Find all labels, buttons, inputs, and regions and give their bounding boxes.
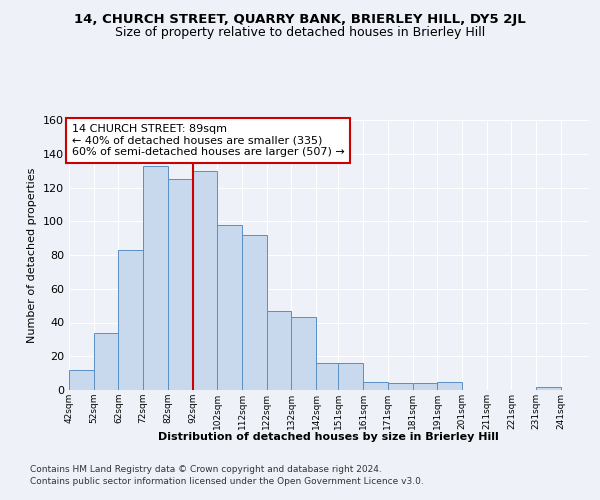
Text: Distribution of detached houses by size in Brierley Hill: Distribution of detached houses by size … — [158, 432, 499, 442]
Bar — [94, 332, 118, 390]
Bar — [267, 310, 292, 390]
Bar — [363, 382, 388, 390]
Text: 14 CHURCH STREET: 89sqm
← 40% of detached houses are smaller (335)
60% of semi-d: 14 CHURCH STREET: 89sqm ← 40% of detache… — [71, 124, 344, 157]
Text: Contains HM Land Registry data © Crown copyright and database right 2024.: Contains HM Land Registry data © Crown c… — [30, 465, 382, 474]
Bar — [242, 235, 267, 390]
Text: Contains public sector information licensed under the Open Government Licence v3: Contains public sector information licen… — [30, 478, 424, 486]
Bar — [193, 170, 217, 390]
Bar — [69, 370, 94, 390]
Bar — [413, 383, 437, 390]
Y-axis label: Number of detached properties: Number of detached properties — [28, 168, 37, 342]
Bar — [536, 386, 561, 390]
Bar — [292, 318, 316, 390]
Bar — [316, 363, 341, 390]
Bar — [168, 179, 193, 390]
Bar — [217, 224, 242, 390]
Bar — [118, 250, 143, 390]
Text: 14, CHURCH STREET, QUARRY BANK, BRIERLEY HILL, DY5 2JL: 14, CHURCH STREET, QUARRY BANK, BRIERLEY… — [74, 12, 526, 26]
Bar — [143, 166, 168, 390]
Bar — [437, 382, 462, 390]
Bar — [338, 363, 363, 390]
Bar — [388, 383, 413, 390]
Text: Size of property relative to detached houses in Brierley Hill: Size of property relative to detached ho… — [115, 26, 485, 39]
